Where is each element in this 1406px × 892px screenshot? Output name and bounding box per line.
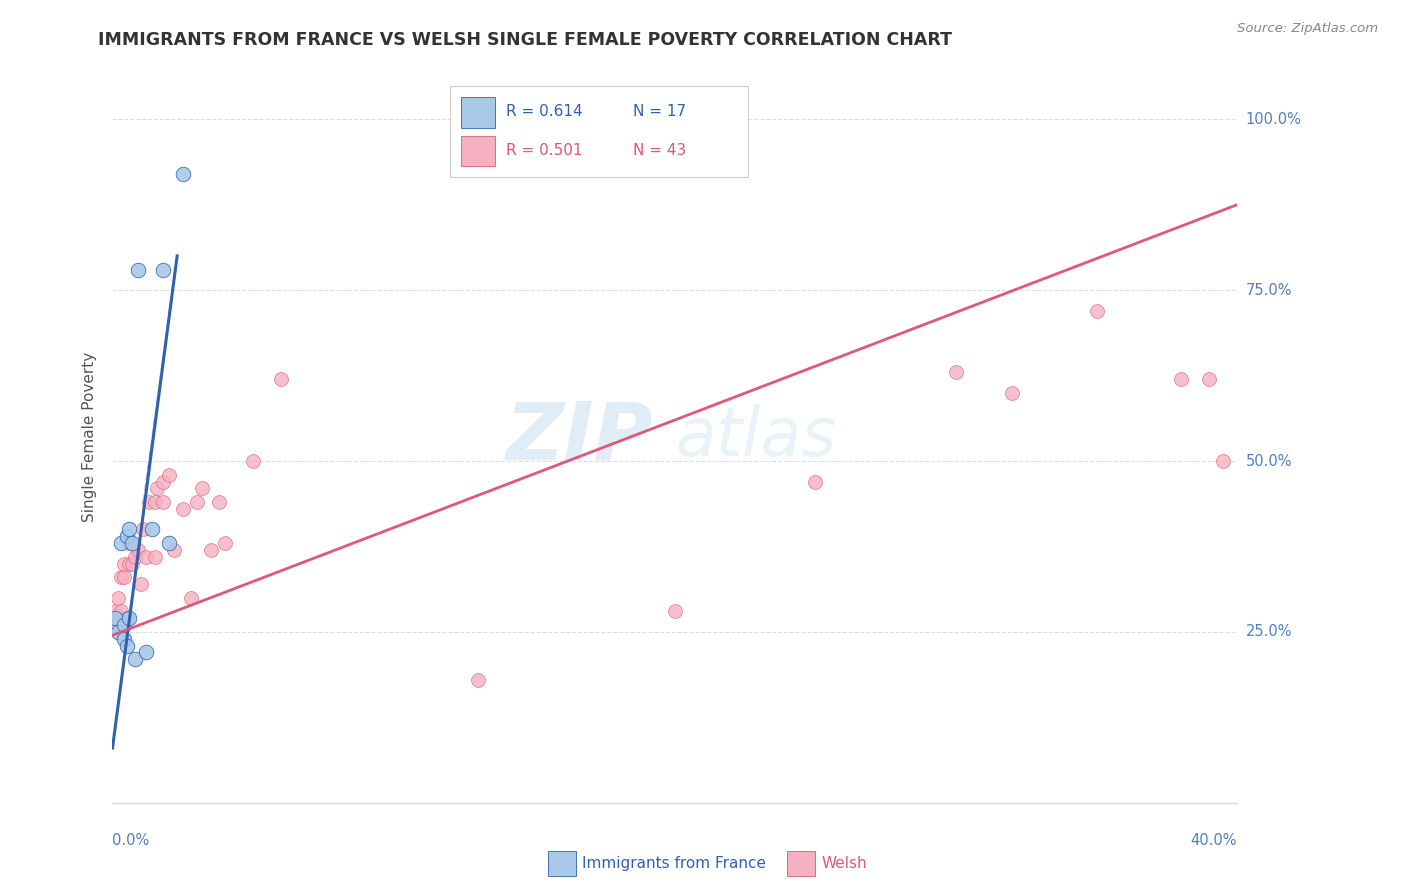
Point bbox=[945, 365, 967, 379]
Text: Welsh: Welsh bbox=[821, 856, 866, 871]
Text: N = 43: N = 43 bbox=[633, 143, 686, 158]
FancyBboxPatch shape bbox=[461, 136, 495, 167]
Point bbox=[118, 557, 141, 571]
Text: Source: ZipAtlas.com: Source: ZipAtlas.com bbox=[1237, 22, 1378, 36]
Point bbox=[135, 549, 157, 564]
Point bbox=[208, 495, 231, 509]
FancyBboxPatch shape bbox=[461, 97, 495, 128]
Text: ZIP: ZIP bbox=[505, 398, 652, 476]
FancyBboxPatch shape bbox=[450, 86, 748, 178]
Point bbox=[127, 262, 149, 277]
Text: 25.0%: 25.0% bbox=[1246, 624, 1292, 640]
Text: atlas: atlas bbox=[675, 404, 837, 470]
Text: N = 17: N = 17 bbox=[633, 104, 686, 120]
Point bbox=[112, 570, 135, 584]
Point bbox=[172, 501, 194, 516]
Point bbox=[138, 495, 160, 509]
Point bbox=[112, 557, 135, 571]
Point bbox=[1001, 385, 1024, 400]
Point bbox=[104, 611, 127, 625]
Point bbox=[104, 604, 127, 618]
Text: IMMIGRANTS FROM FRANCE VS WELSH SINGLE FEMALE POVERTY CORRELATION CHART: IMMIGRANTS FROM FRANCE VS WELSH SINGLE F… bbox=[98, 31, 952, 49]
Point bbox=[135, 645, 157, 659]
Point bbox=[115, 611, 138, 625]
Text: 75.0%: 75.0% bbox=[1246, 283, 1292, 298]
Point bbox=[124, 652, 146, 666]
Point bbox=[118, 536, 141, 550]
Text: 40.0%: 40.0% bbox=[1191, 833, 1237, 848]
Point bbox=[141, 522, 163, 536]
Text: 0.0%: 0.0% bbox=[112, 833, 149, 848]
Point bbox=[112, 632, 135, 646]
Point bbox=[157, 467, 180, 482]
Point bbox=[110, 604, 132, 618]
Point bbox=[172, 167, 194, 181]
Point bbox=[132, 522, 155, 536]
Point bbox=[157, 536, 180, 550]
Point bbox=[104, 611, 127, 625]
Text: Immigrants from France: Immigrants from France bbox=[582, 856, 766, 871]
Point bbox=[186, 495, 208, 509]
Point bbox=[107, 618, 129, 632]
Point bbox=[110, 570, 132, 584]
Point bbox=[200, 542, 222, 557]
Point bbox=[118, 522, 141, 536]
Point bbox=[124, 549, 146, 564]
Point bbox=[152, 475, 174, 489]
Text: 50.0%: 50.0% bbox=[1246, 453, 1292, 468]
Point bbox=[146, 481, 169, 495]
Point bbox=[107, 624, 129, 639]
Point bbox=[115, 639, 138, 653]
Point bbox=[467, 673, 489, 687]
Point bbox=[143, 495, 166, 509]
Point bbox=[121, 536, 143, 550]
Point bbox=[270, 372, 292, 386]
Point bbox=[152, 262, 174, 277]
Point bbox=[143, 549, 166, 564]
Point bbox=[112, 618, 135, 632]
Point bbox=[242, 454, 264, 468]
Point bbox=[214, 536, 236, 550]
Point bbox=[121, 557, 143, 571]
Point bbox=[180, 591, 202, 605]
Point bbox=[1212, 454, 1234, 468]
Point bbox=[118, 611, 141, 625]
Point bbox=[1198, 372, 1220, 386]
Text: R = 0.501: R = 0.501 bbox=[506, 143, 582, 158]
Point bbox=[115, 529, 138, 543]
Text: R = 0.614: R = 0.614 bbox=[506, 104, 582, 120]
Point bbox=[152, 495, 174, 509]
Text: 100.0%: 100.0% bbox=[1246, 112, 1302, 127]
Point bbox=[127, 542, 149, 557]
Y-axis label: Single Female Poverty: Single Female Poverty bbox=[82, 352, 97, 522]
Point bbox=[110, 536, 132, 550]
Point bbox=[191, 481, 214, 495]
Point bbox=[804, 475, 827, 489]
Point bbox=[129, 577, 152, 591]
Point bbox=[664, 604, 686, 618]
Point bbox=[107, 591, 129, 605]
Point bbox=[1085, 303, 1108, 318]
Point bbox=[1170, 372, 1192, 386]
Point bbox=[163, 542, 186, 557]
